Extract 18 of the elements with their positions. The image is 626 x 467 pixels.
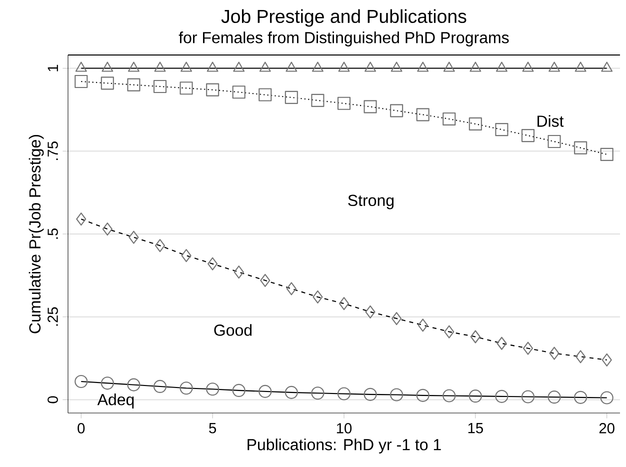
y-axis-title: Cumulative Pr(Job Prestige) [28, 134, 44, 334]
y-tick-label: 0 [48, 396, 58, 404]
y-tick-label: .75 [48, 142, 58, 160]
x-axis-title: Publications: PhD yr -1 to 1 [248, 438, 441, 454]
annotation: Strong [348, 194, 394, 210]
annotation: Good [214, 324, 252, 336]
x-tick-label: 20 [599, 423, 614, 434]
y-tick-label: .5 [48, 228, 58, 239]
x-tick-label: 5 [209, 423, 216, 434]
annotation: Dist [538, 115, 564, 127]
chart-subtitle: for Females from Distinguished PhD Programs [178, 32, 509, 46]
x-tick-label: 0 [78, 423, 85, 434]
y-tick-label: 1 [48, 64, 58, 72]
y-tick-label: .25 [48, 307, 58, 326]
x-tick-label: 10 [336, 423, 352, 434]
annotation: Adeq [97, 394, 134, 408]
chart-title: Job Prestige and Publications [221, 9, 466, 27]
x-tick-label: 15 [468, 423, 483, 434]
